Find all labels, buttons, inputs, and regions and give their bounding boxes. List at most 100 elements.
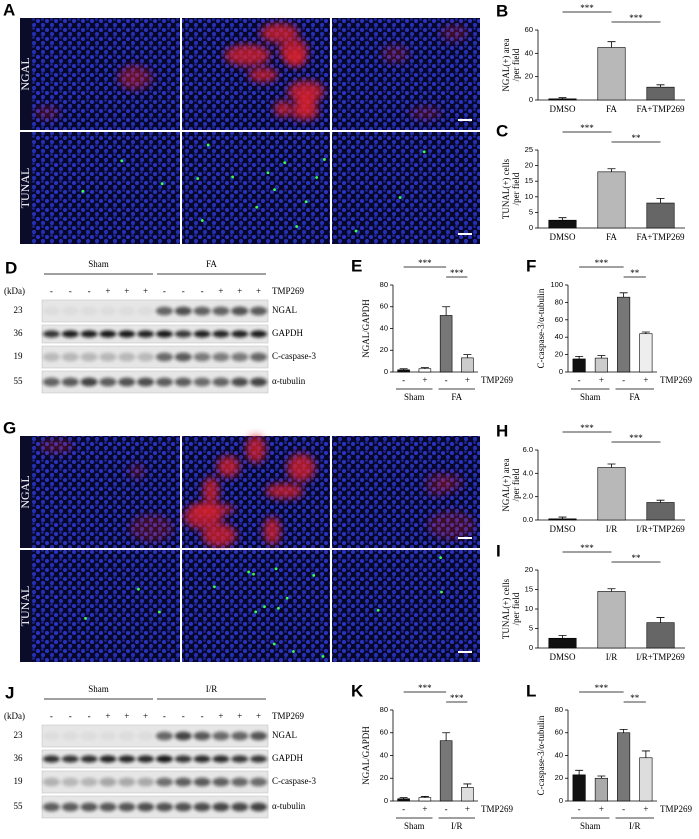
blot-band [212, 802, 230, 812]
blot-band [174, 330, 192, 338]
image-row-bg [20, 132, 32, 244]
x-tick-label: I/R [606, 524, 618, 534]
y-tick-label: 15 [525, 584, 533, 593]
blot-band [61, 377, 79, 387]
blot-band [174, 306, 192, 316]
ngal-signal [217, 455, 240, 478]
group-label: FA [206, 259, 217, 269]
y-tick-label: 60 [525, 25, 533, 34]
y-axis-label: /per field [511, 48, 521, 81]
micrograph-bg [332, 550, 480, 662]
blot-band [231, 352, 249, 362]
image-row-bg [20, 436, 32, 548]
micrograph-bg [182, 132, 330, 244]
blot-band [99, 306, 117, 316]
group-label: Sham [404, 392, 425, 402]
blot-band [231, 755, 249, 763]
blot-band [137, 330, 155, 338]
tunel-dot [266, 171, 270, 175]
blot-band [137, 377, 155, 387]
blot-band [42, 330, 60, 338]
significance-label: ** [632, 553, 642, 563]
ngal-signal [263, 516, 281, 545]
ngal-signal [202, 476, 220, 506]
lane-sign: + [124, 286, 129, 296]
y-tick-label: 0 [559, 796, 563, 805]
tunel-dot [422, 150, 426, 154]
error-bar [641, 331, 650, 334]
treatment-label: TMP269 [481, 375, 514, 385]
blot-band [231, 802, 249, 812]
tunel-dot [81, 189, 85, 193]
micrograph [32, 550, 180, 662]
blot-band [80, 802, 98, 812]
y-tick-label: 0 [529, 643, 533, 652]
y-axis-label: /per field [511, 172, 521, 205]
bar [397, 798, 410, 802]
bar [594, 777, 608, 802]
column-label: DMSO [89, 420, 124, 434]
blot-band [174, 731, 192, 741]
blot-band [99, 352, 117, 362]
significance-label: *** [580, 123, 594, 133]
micrograph [332, 18, 480, 130]
y-tick-label: 0 [559, 367, 563, 376]
significance-label: *** [418, 683, 432, 693]
y-axis-label: NGAL(+) area [501, 38, 511, 91]
tunel-dot [292, 650, 295, 653]
blot-band [155, 731, 173, 741]
y-tick-label: 2.0 [523, 492, 533, 501]
lane-sign: + [256, 711, 261, 721]
blot-band [118, 802, 136, 812]
y-tick-label: 60 [555, 315, 563, 324]
blot-band [174, 802, 192, 812]
blot-band [80, 755, 98, 763]
blot-band [250, 330, 268, 338]
tunel-dot [206, 143, 210, 147]
blot-band [193, 802, 211, 812]
blot-band [250, 352, 268, 362]
x-tick-label: - [445, 804, 448, 814]
bar [418, 368, 432, 373]
significance-label: ** [630, 268, 640, 278]
significance-label: ** [630, 693, 640, 703]
y-tick-label: 40 [380, 750, 388, 759]
bar [548, 637, 577, 649]
treatment-label: TMP269 [660, 375, 693, 385]
blot-band [193, 352, 211, 362]
panel-letter: B [496, 1, 508, 20]
ngal-signal [246, 434, 266, 464]
bar [617, 296, 631, 373]
blot-band [174, 352, 192, 362]
error-bar [463, 354, 472, 358]
blot-band [42, 731, 60, 741]
significance-label: *** [629, 433, 643, 443]
blot-strip [41, 370, 269, 394]
column-label: DMSO [89, 2, 124, 16]
y-tick-label: 4.0 [523, 468, 533, 477]
panel-letter: J [5, 683, 14, 702]
blot-band [118, 352, 136, 362]
blot-band [118, 330, 136, 338]
tunel-dot [231, 175, 235, 179]
y-tick-label: 0 [529, 223, 533, 232]
lane-sign: - [201, 711, 204, 721]
protein-label: C-caspase-3 [272, 776, 316, 786]
ngal-signal [202, 523, 237, 547]
ngal-signal [274, 101, 292, 117]
blot-band [61, 306, 79, 316]
panel-letter: A [3, 0, 15, 19]
panel-letter: E [351, 256, 362, 275]
blot-band [212, 777, 230, 787]
row-label: NGAL [18, 475, 32, 508]
ngal-signal [190, 503, 235, 515]
micrograph-bg [32, 550, 180, 662]
blot-band [80, 330, 98, 338]
bar [439, 740, 453, 802]
protein-label: C-caspase-3 [272, 351, 316, 361]
y-tick-label: 40 [555, 750, 563, 759]
blot-band [61, 731, 79, 741]
row-label: TUNAL [18, 586, 32, 627]
significance-label: *** [580, 3, 594, 13]
